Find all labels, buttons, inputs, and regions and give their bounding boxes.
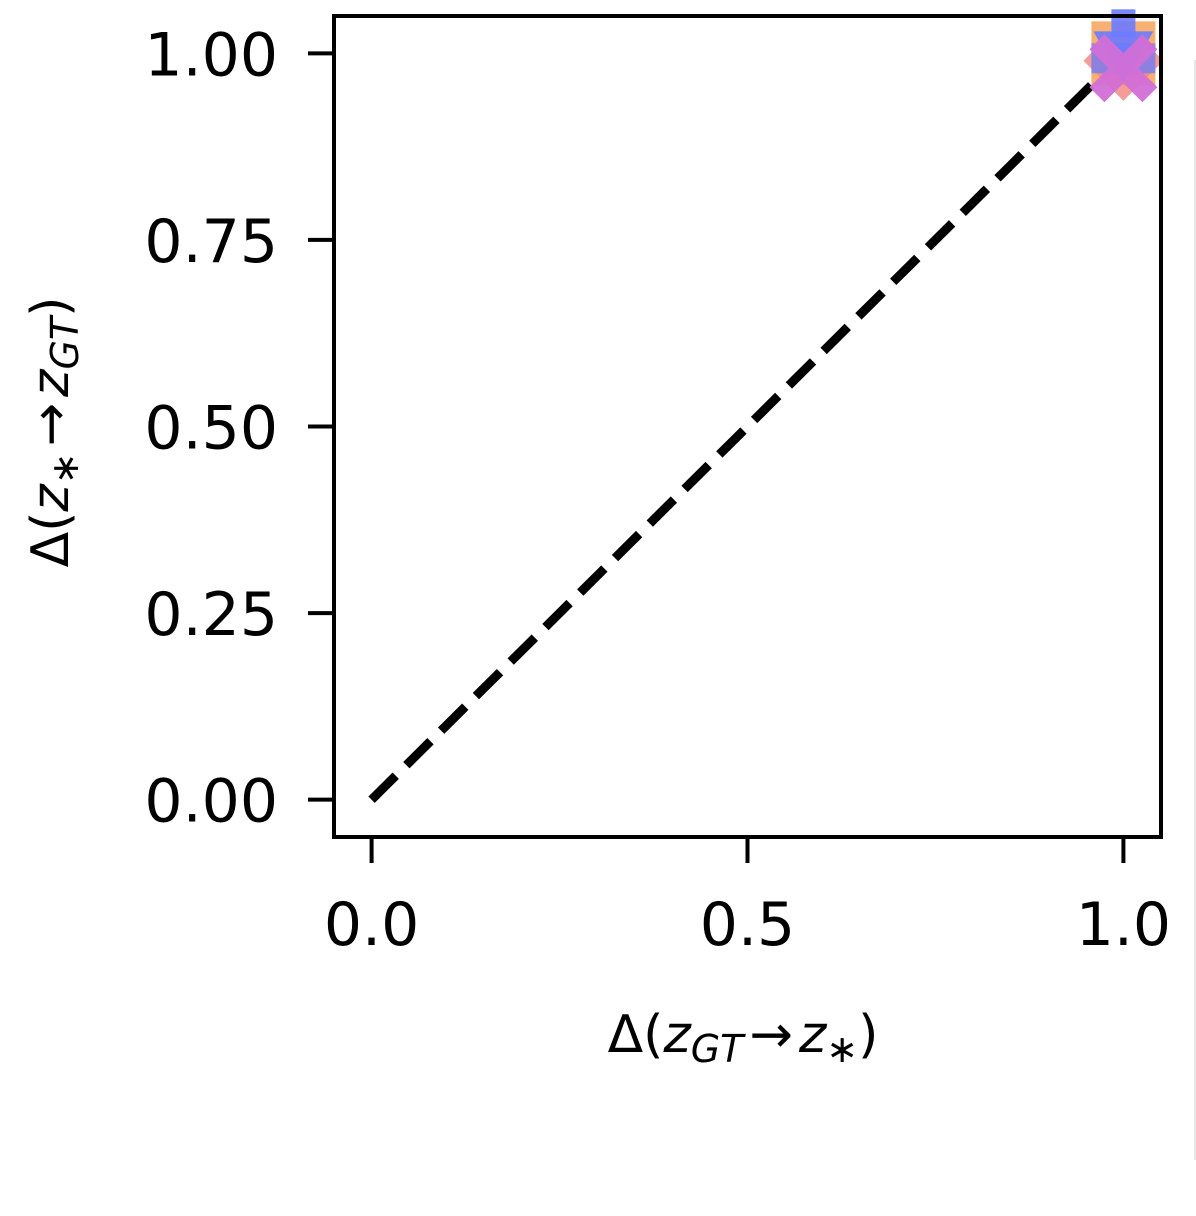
y-tick-label: 0.25 bbox=[144, 580, 278, 650]
marker-cross-3-0 bbox=[1089, 34, 1158, 103]
y-tick-label: 1.00 bbox=[144, 20, 278, 90]
panel-divider bbox=[1194, 60, 1196, 1160]
reference-line bbox=[368, 50, 1127, 803]
y-axis: 0.00 0.25 0.50 0.75 1.00 bbox=[144, 20, 334, 837]
y-tick-label: 0.75 bbox=[144, 207, 278, 277]
y-tick-label: 0.00 bbox=[144, 767, 278, 837]
x-tick-label: 1.0 bbox=[1076, 890, 1171, 960]
y-tick-label: 0.50 bbox=[144, 394, 278, 464]
plot-area bbox=[332, 9, 1164, 839]
x-tick-label: 0.5 bbox=[700, 890, 795, 960]
x-axis: 0.0 0.5 1.0 bbox=[324, 837, 1171, 960]
x-tick-label: 0.0 bbox=[324, 890, 419, 960]
x-axis-label: Δ(zGT → z∗) bbox=[608, 1005, 879, 1071]
y-axis-label: Δ(z∗→zGT) bbox=[21, 297, 87, 568]
marker-triangle-stem-2-0 bbox=[1111, 9, 1136, 38]
